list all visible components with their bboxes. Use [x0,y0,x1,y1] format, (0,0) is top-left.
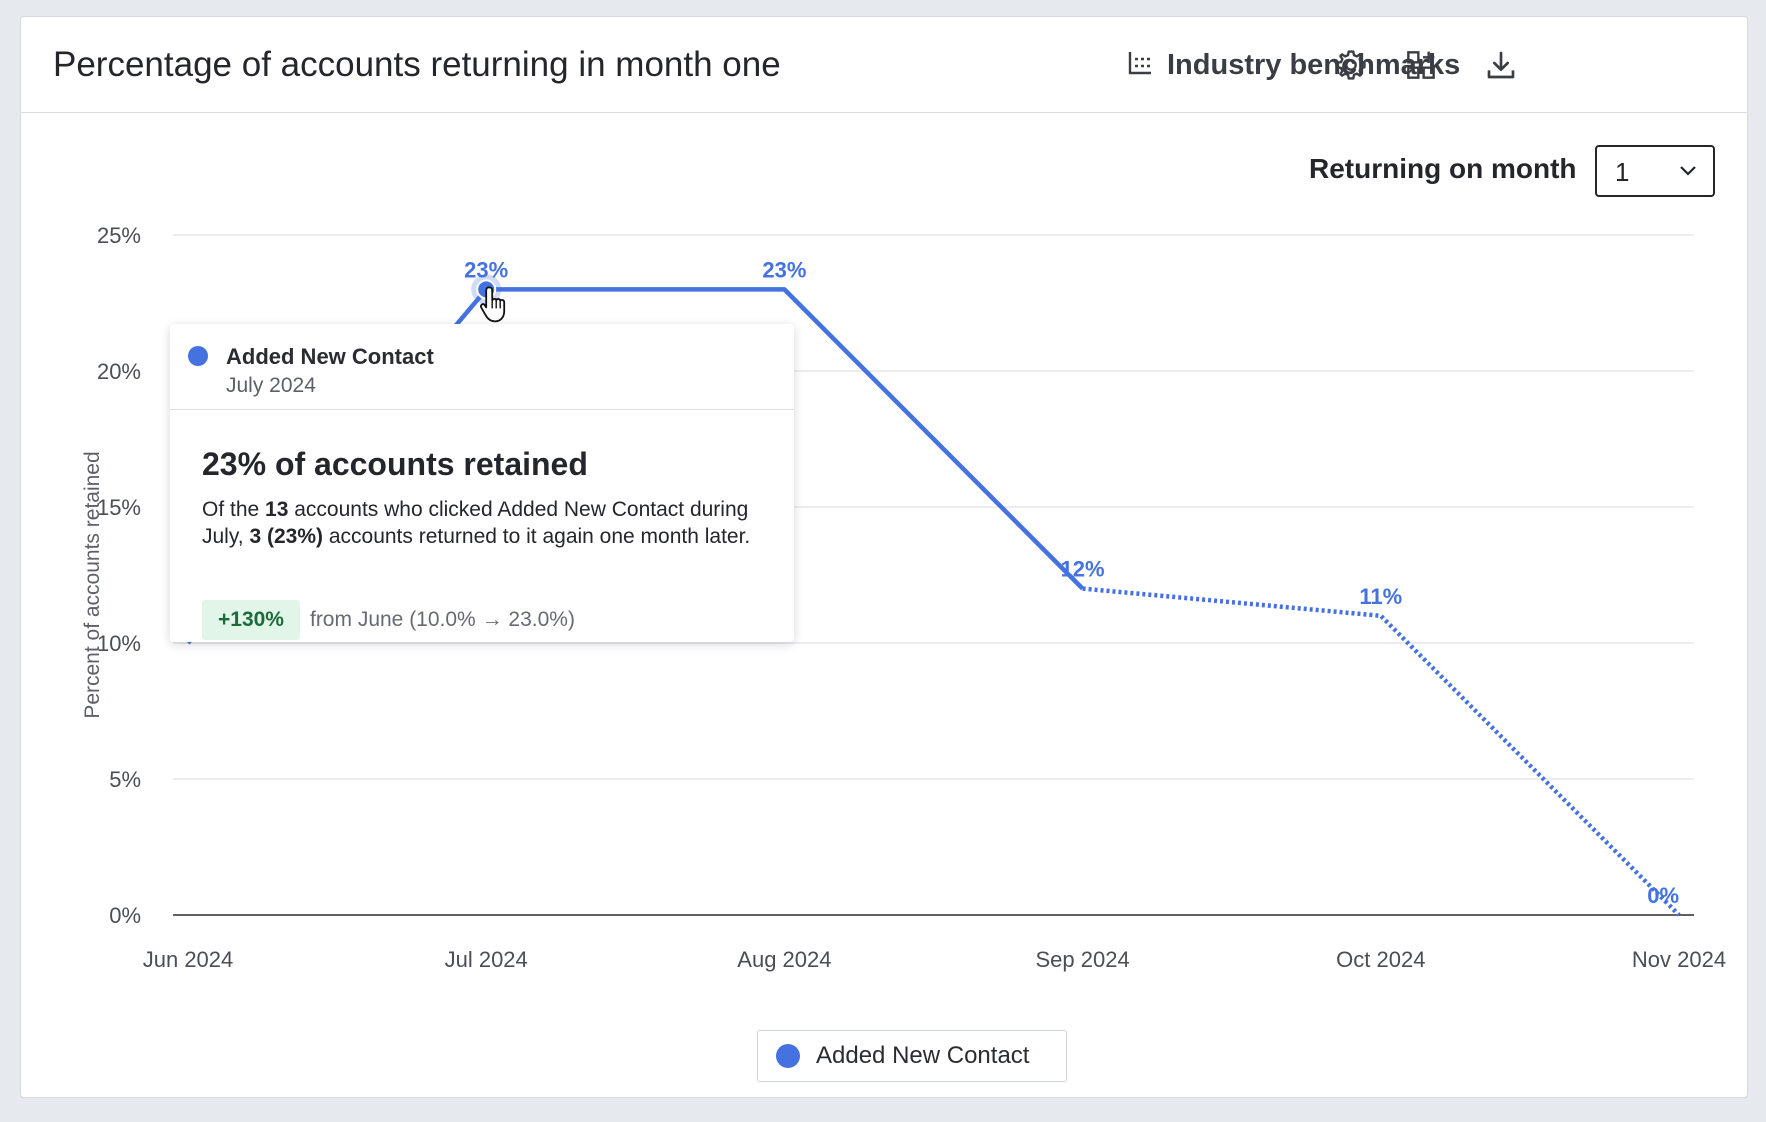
legend-item-added-new-contact[interactable]: Added New Contact [757,1030,1067,1082]
chart-card: Percentage of accounts returning in mont… [20,16,1748,1098]
y-tick-label: 15% [97,495,141,520]
y-tick-label: 20% [97,359,141,384]
data-label: 12% [1061,557,1105,582]
y-tick-label: 0% [109,903,141,928]
industry-benchmarks-label: Industry benchmarks [1167,48,1461,81]
x-tick-label: Jun 2024 [143,947,234,972]
tooltip-change: +130% from June (10.0% → 23.0%) [202,600,575,640]
data-label: 23% [762,257,806,282]
y-tick-label: 5% [109,767,141,792]
benchmark-chart-icon [1127,50,1153,81]
download-button[interactable] [1483,49,1519,85]
change-badge: +130% [202,600,300,640]
tooltip-period: July 2024 [226,374,316,397]
tooltip-header: Added New Contact July 2024 [170,324,794,410]
download-icon [1485,49,1517,86]
data-label: 11% [1359,584,1402,609]
x-tick-label: Jul 2024 [445,947,528,972]
legend-label: Added New Contact [816,1042,1030,1069]
data-label: 23% [464,257,508,282]
chart-title: Percentage of accounts returning in mont… [53,45,781,84]
change-description: from June (10.0% → 23.0%) [309,608,575,631]
legend-color-dot [776,1044,800,1068]
returning-month-value: 1 [1615,157,1630,187]
add-widget-button[interactable] [1403,49,1439,85]
y-tick-label: 25% [97,223,141,248]
tooltip-series-name: Added New Contact [226,344,434,369]
x-tick-label: Sep 2024 [1035,947,1129,972]
data-label: 0% [1647,883,1679,908]
y-tick-label: 10% [97,631,141,656]
gear-icon [1334,48,1368,87]
returning-on-month-label: Returning on month [1309,153,1577,184]
x-tick-label: Oct 2024 [1336,947,1425,972]
industry-benchmarks-button[interactable]: Industry benchmarks [1127,45,1460,85]
x-tick-label: Nov 2024 [1632,947,1726,972]
tooltip-description: Of the 13 accounts who clicked Added New… [202,498,751,548]
add-widget-icon [1405,49,1437,86]
data-point-tooltip: Added New Contact July 2024 23% of accou… [170,324,794,642]
settings-button[interactable] [1333,49,1369,85]
series-line-projected [1082,586,1681,917]
x-tick-label: Aug 2024 [737,947,831,972]
tooltip-headline: 23% of accounts retained [202,446,588,482]
hand-cursor-icon [480,286,506,323]
card-header: Percentage of accounts returning in mont… [21,17,1747,113]
y-axis-title: Percent of accounts retained [81,451,104,718]
returning-month-select[interactable]: 1 [1595,145,1715,197]
series-color-dot [188,346,208,366]
